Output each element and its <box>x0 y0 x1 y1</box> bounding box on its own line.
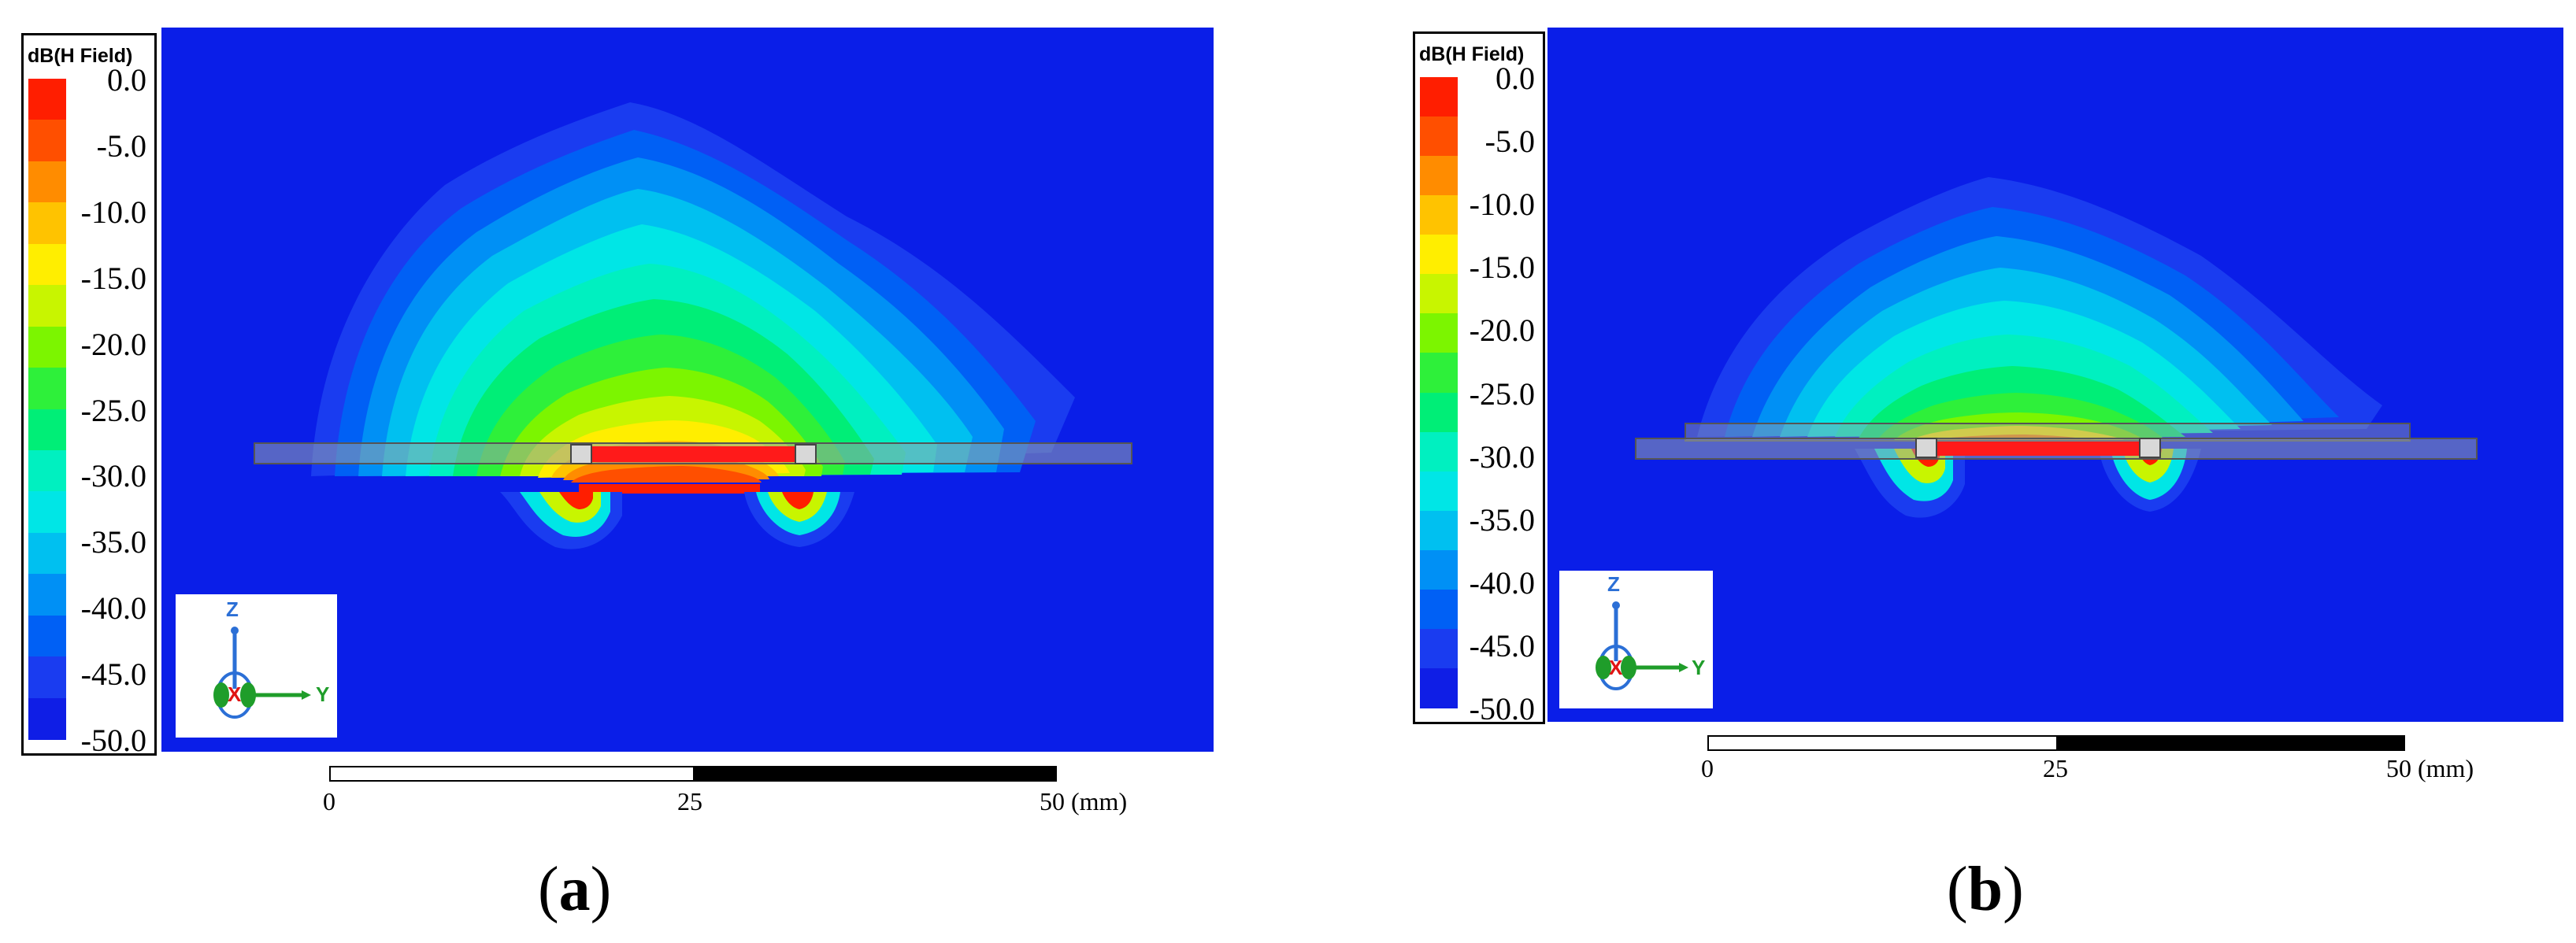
legend-swatch <box>28 656 66 699</box>
panel-caption: (b) <box>1947 855 2024 924</box>
port-right <box>795 444 817 464</box>
legend-swatch <box>1420 471 1458 512</box>
legend-swatch <box>28 449 66 493</box>
field-contours <box>1697 177 2382 518</box>
legend-swatch <box>28 697 66 740</box>
legend-tick-label: -15.0 <box>80 260 146 296</box>
color-legend: dB(H Field) 0.0 -5.0 -10.0 -15.0 -20.0 -25.0 -… <box>21 33 157 756</box>
x-axis-label: X <box>1609 656 1623 679</box>
legend-tick-label: -35.0 <box>80 524 146 560</box>
legend-swatch <box>28 532 66 575</box>
y-axis-label: Y <box>1692 656 1706 679</box>
legend-tick-label: -30.0 <box>1469 438 1535 475</box>
legend-swatch <box>28 285 66 327</box>
legend-swatch <box>1420 77 1458 118</box>
field-plot: Z X Y <box>1547 28 2563 722</box>
legend-tick-label: -30.0 <box>80 458 146 494</box>
legend-tick-label: -5.0 <box>96 128 146 164</box>
axis-triad: Z X Y <box>176 594 337 738</box>
legend-tick-label: -40.0 <box>1469 564 1535 601</box>
scale-label-start: 0 <box>1701 754 1714 782</box>
z-axis-label: Z <box>1607 572 1620 596</box>
legend-swatch <box>1420 235 1458 276</box>
legend-swatch <box>28 615 66 658</box>
legend-swatch <box>1420 116 1458 157</box>
legend-swatch <box>28 326 66 369</box>
legend-tick-label: -50.0 <box>80 723 146 758</box>
legend-tick-label: -25.0 <box>1469 375 1535 412</box>
antenna-board <box>1635 423 2478 460</box>
port-right <box>2139 438 2161 458</box>
scale-bar <box>329 766 1057 782</box>
legend-swatch <box>1420 589 1458 630</box>
panel-b: dB(H Field) 0.0 -5.0 -10.0 -15.0 -20.0 -25.0 -… <box>1260 0 2576 943</box>
legend-swatch <box>1420 549 1458 590</box>
color-legend: dB(H Field) 0.0 -5.0 -10.0 -15.0 -20.0 -25.0 -… <box>1413 31 1545 727</box>
scale-label-end: 50 (mm) <box>1040 787 1128 815</box>
legend-swatch <box>28 202 66 245</box>
legend-tick-label: -40.0 <box>80 590 146 627</box>
z-axis-label: Z <box>226 597 239 621</box>
legend-swatch <box>1420 313 1458 354</box>
legend-swatch <box>1420 392 1458 433</box>
legend-tick-label: -50.0 <box>1469 691 1535 727</box>
scale-label-mid: 25 <box>2043 754 2068 782</box>
legend-tick-label: 0.0 <box>107 62 146 98</box>
legend-tick-label: -10.0 <box>1469 187 1535 223</box>
x-axis-label: X <box>228 682 242 706</box>
field-plot: Z X Y <box>161 28 1214 752</box>
legend-swatch <box>1420 667 1458 708</box>
antenna-board <box>254 442 1132 464</box>
legend-tick-label: -20.0 <box>1469 312 1535 349</box>
y-axis-label: Y <box>316 682 330 706</box>
legend-swatch <box>1420 156 1458 197</box>
port-left <box>570 444 592 464</box>
legend-swatch <box>1420 353 1458 394</box>
legend-swatch <box>28 243 66 287</box>
legend-swatch <box>28 161 66 204</box>
legend-swatch <box>28 491 66 534</box>
panel-a: dB(H Field) 0.0 -5.0 -10.0 -15.0 -20.0 -25.0 -… <box>0 0 1260 943</box>
triad-svg <box>213 627 311 719</box>
legend-tick-label: -20.0 <box>80 326 146 362</box>
legend-swatch <box>1420 274 1458 315</box>
legend-swatch <box>1420 431 1458 472</box>
scale-bar <box>1707 735 2405 751</box>
legend-tick-label: -5.0 <box>1484 124 1535 160</box>
legend-swatch <box>28 409 66 451</box>
legend-swatch <box>28 368 66 410</box>
scale-label-end: 50 (mm) <box>2386 754 2474 782</box>
legend-tick-label: -15.0 <box>1469 250 1535 286</box>
legend-title: dB(H Field) <box>28 45 133 67</box>
scale-label-mid: 25 <box>677 787 702 815</box>
legend-tick-label: -45.0 <box>80 656 146 693</box>
port-left <box>1915 438 1937 458</box>
legend-tick-label: -35.0 <box>1469 501 1535 538</box>
legend-tick-label: -25.0 <box>80 392 146 428</box>
legend-swatch <box>1420 510 1458 551</box>
scale-label-start: 0 <box>323 787 335 815</box>
field-contour-svg <box>1547 28 2563 722</box>
legend-swatch <box>1420 195 1458 236</box>
legend-tick-label: -10.0 <box>80 194 146 230</box>
legend-swatch <box>28 79 66 121</box>
field-contour-svg <box>161 28 1214 752</box>
legend-title: dB(H Field) <box>1419 43 1525 65</box>
legend-tick-label: 0.0 <box>1496 61 1535 96</box>
legend-swatch <box>28 120 66 162</box>
panel-caption: (a) <box>538 855 612 924</box>
legend-swatch <box>1420 628 1458 669</box>
axis-triad: Z X Y <box>1559 571 1713 708</box>
triad-svg <box>1596 601 1688 690</box>
legend-tick-label: -45.0 <box>1469 627 1535 664</box>
legend-swatch <box>28 574 66 616</box>
